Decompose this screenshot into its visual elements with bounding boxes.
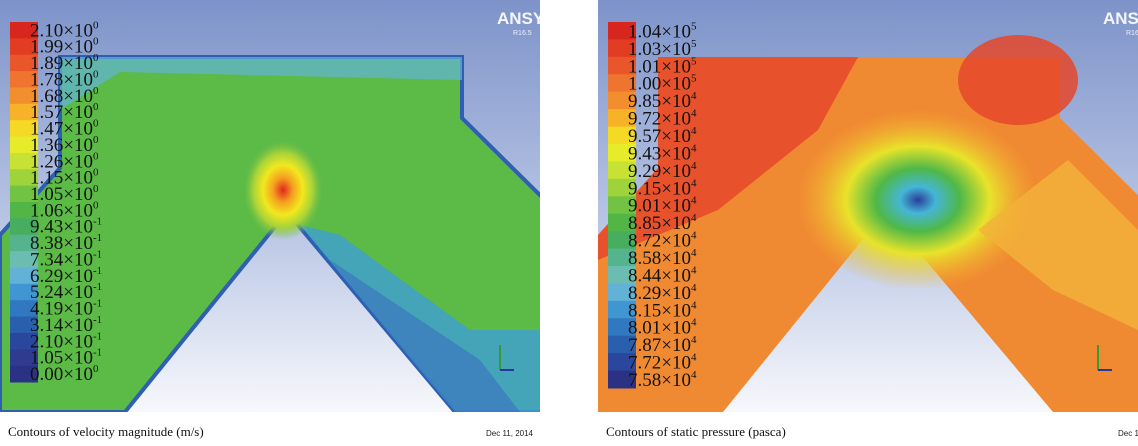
legend-exponent: 0 xyxy=(93,19,99,31)
legend-exponent: -1 xyxy=(93,232,102,244)
panel: 1.04×1051.03×1051.01×1051.00×1059.85×104… xyxy=(598,0,1138,439)
legend-exponent: -1 xyxy=(93,281,102,293)
legend-exponent: 0 xyxy=(93,167,99,179)
legend-exponent: 0 xyxy=(93,85,99,97)
legend-exponent: 5 xyxy=(691,20,697,32)
legend-exponent: 4 xyxy=(691,317,697,329)
legend-exponent: 5 xyxy=(691,38,697,50)
legend-exponent: 4 xyxy=(691,108,697,120)
version: R16.5 xyxy=(513,30,532,37)
legend-exponent: 4 xyxy=(691,369,697,381)
date: Dec 11, 2014 xyxy=(486,429,534,438)
legend-exponent: -1 xyxy=(93,347,102,359)
legend-exponent: 0 xyxy=(93,199,99,211)
legend-exponent: -1 xyxy=(93,298,102,310)
caption: Contours of velocity magnitude (m/s) xyxy=(8,424,204,439)
legend-exponent: 0 xyxy=(93,183,99,195)
legend-exponent: 0 xyxy=(93,36,99,48)
legend-exponent: 0 xyxy=(93,118,99,130)
legend-exponent: 0 xyxy=(93,363,99,375)
legend-label: 0.00×100 xyxy=(30,363,99,385)
legend-exponent: 4 xyxy=(691,264,697,276)
legend-exponent: 4 xyxy=(691,125,697,137)
legend-exponent: 4 xyxy=(691,230,697,242)
version: R16.5 xyxy=(1126,30,1138,37)
legend-label: 7.58×104 xyxy=(628,369,697,391)
legend-exponent: 0 xyxy=(93,52,99,64)
legend-exponent: 0 xyxy=(93,68,99,80)
legend-exponent: 4 xyxy=(691,282,697,294)
brand: ANSYS xyxy=(1103,9,1138,28)
high-pressure-corner xyxy=(958,35,1078,125)
figure: 2.10×1001.99×1001.89×1001.78×1001.68×100… xyxy=(0,0,1138,441)
legend-exponent: 4 xyxy=(691,177,697,189)
legend-exponent: 4 xyxy=(691,160,697,172)
legend-exponent: -1 xyxy=(93,248,102,260)
contour-view: 2.10×1001.99×1001.89×1001.78×1001.68×100… xyxy=(0,0,560,412)
legend-exponent: -1 xyxy=(93,265,102,277)
date: Dec 11, 20 xyxy=(1118,429,1138,438)
low-pressure-zone xyxy=(798,110,1038,290)
legend-exponent: 4 xyxy=(691,90,697,102)
contour-view: 1.04×1051.03×1051.01×1051.00×1059.85×104… xyxy=(598,0,1138,412)
legend-exponent: -1 xyxy=(93,314,102,326)
legend-exponent: 4 xyxy=(691,212,697,224)
legend-exponent: 5 xyxy=(691,55,697,67)
legend-mantissa: 7.58×10 xyxy=(628,370,691,391)
legend-exponent: -1 xyxy=(93,330,102,342)
legend-exponent: 0 xyxy=(93,150,99,162)
legend-exponent: 4 xyxy=(691,195,697,207)
caption: Contours of static pressure (pasca) xyxy=(606,424,786,439)
legend-exponent: 4 xyxy=(691,142,697,154)
high-speed-zone xyxy=(243,140,323,240)
legend-exponent: -1 xyxy=(93,216,102,228)
legend-exponent: 4 xyxy=(691,352,697,364)
legend-exponent: 0 xyxy=(93,101,99,113)
legend-exponent: 0 xyxy=(93,134,99,146)
panel: 2.10×1001.99×1001.89×1001.78×1001.68×100… xyxy=(0,0,560,439)
brand: ANSYS xyxy=(497,9,556,28)
legend-mantissa: 0.00×10 xyxy=(30,364,93,385)
legend-exponent: 4 xyxy=(691,334,697,346)
legend-exponent: 4 xyxy=(691,299,697,311)
legend-exponent: 4 xyxy=(691,247,697,259)
legend-exponent: 5 xyxy=(691,73,697,85)
